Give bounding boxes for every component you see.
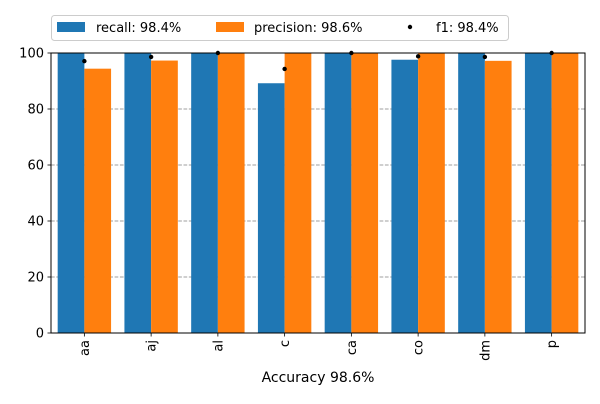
legend-label: f1: 98.4%	[436, 21, 499, 36]
bar-recall-ca	[324, 53, 352, 333]
bar-precision-aa	[84, 68, 112, 334]
x-axis: aa aj al c ca co dm p	[78, 333, 560, 361]
legend-marker-f1	[407, 24, 413, 30]
plot-frame	[50, 52, 586, 334]
x-tick-label: co	[412, 340, 427, 355]
legend-swatch-recall	[57, 22, 85, 32]
bar-precision-dm	[484, 60, 512, 334]
bar-precision-ca	[351, 53, 379, 333]
f1-point-dm	[482, 54, 488, 60]
bar-recall-p	[524, 53, 552, 333]
y-tick-label: 100	[19, 47, 44, 62]
x-tick-label: p	[545, 340, 560, 348]
bar-precision-co	[418, 53, 445, 333]
bar-recall-aa	[57, 53, 85, 333]
bar-precision-c	[284, 53, 312, 333]
x-tick-label: aa	[78, 340, 93, 356]
bar-recall-al	[191, 53, 218, 333]
x-tick-label: al	[211, 340, 226, 352]
y-tick-label: 80	[27, 103, 44, 118]
f1-point-aa	[82, 58, 87, 64]
f1-point-aj	[148, 54, 154, 60]
bar-recall-c	[257, 83, 285, 334]
bar-precision-al	[217, 53, 245, 333]
bar-precision-p	[551, 53, 579, 333]
bar-recall-aj	[124, 53, 152, 333]
y-tick-label: 0	[36, 327, 44, 342]
bars-layer	[57, 53, 579, 334]
y-tick-label: 40	[27, 215, 44, 230]
y-tick-label: 20	[27, 271, 44, 286]
x-axis-label: Accuracy 98.6%	[262, 370, 375, 386]
points-layer	[82, 50, 554, 72]
bar-recall-co	[391, 59, 419, 333]
legend: recall: 98.4% precision: 98.6% f1: 98.4%	[51, 15, 509, 41]
f1-point-co	[415, 54, 421, 59]
legend-label: precision: 98.6%	[254, 21, 362, 36]
x-tick-label: dm	[478, 340, 493, 361]
bar-precision-aj	[151, 60, 178, 334]
legend-label: recall: 98.4%	[96, 21, 181, 36]
legend-swatch-precision	[216, 22, 244, 32]
legend-frame	[51, 15, 509, 41]
x-tick-label: aj	[145, 340, 160, 352]
x-tick-label: c	[278, 340, 293, 347]
f1-point-c	[282, 66, 287, 72]
bar-recall-dm	[458, 53, 485, 333]
grid-layer	[51, 108, 585, 278]
y-axis: 0 20 40 60 80 100	[19, 47, 51, 342]
y-tick-label: 60	[27, 159, 44, 174]
x-tick-label: ca	[345, 340, 360, 355]
